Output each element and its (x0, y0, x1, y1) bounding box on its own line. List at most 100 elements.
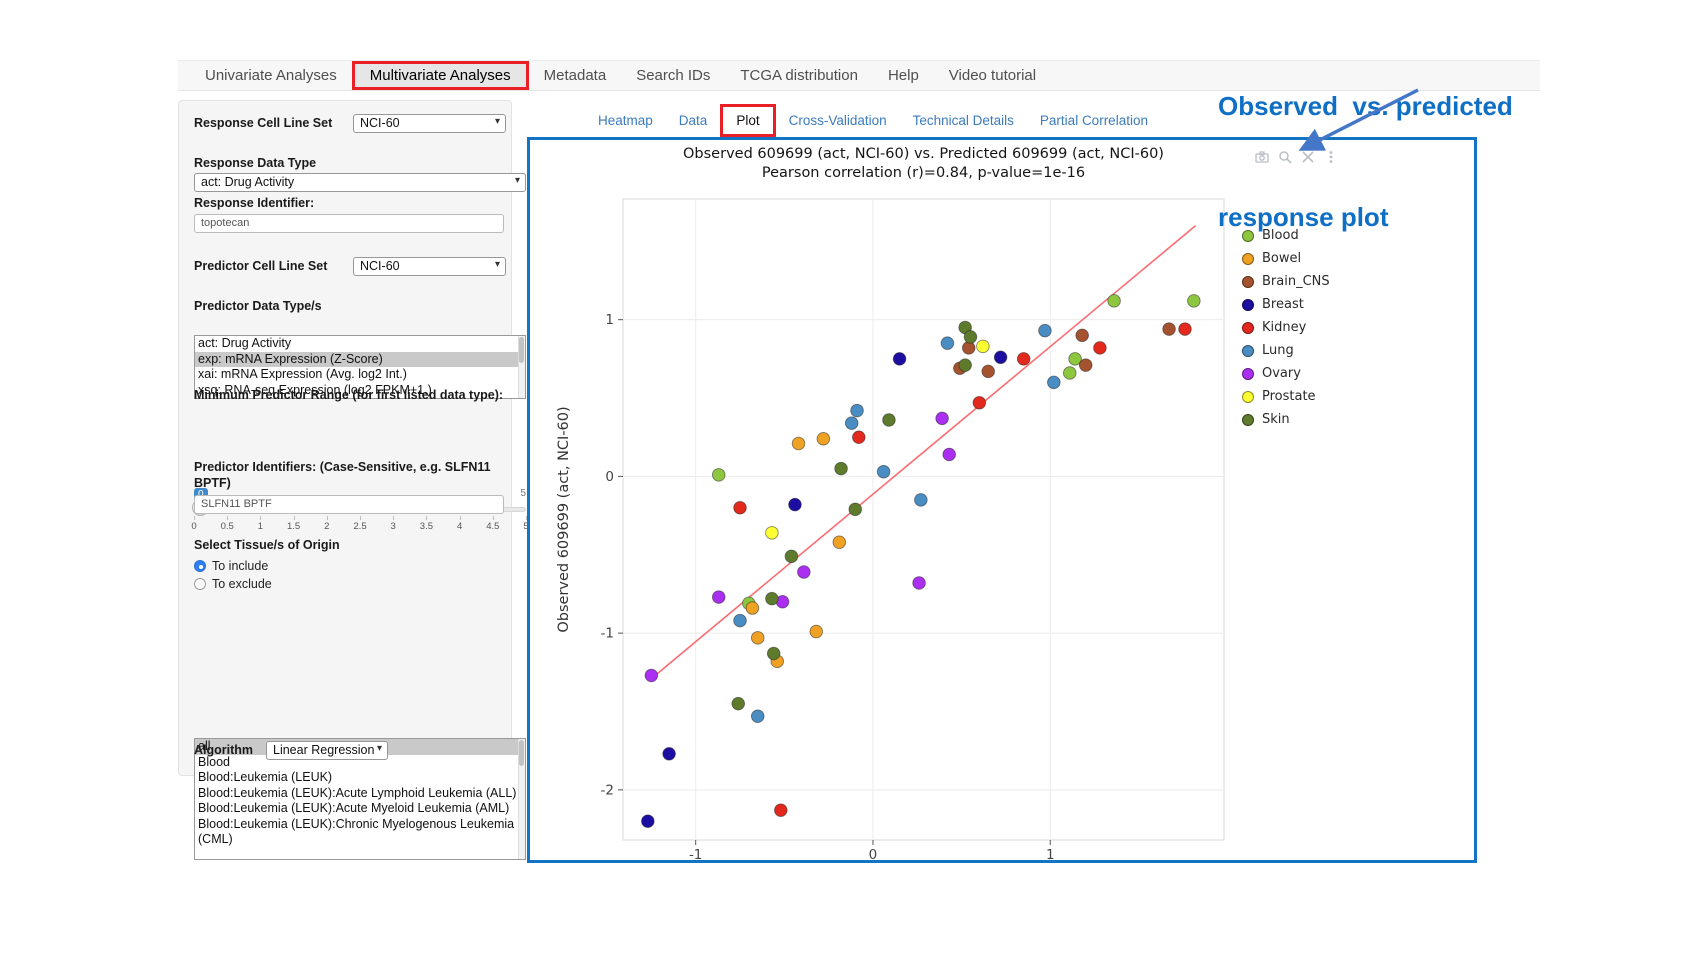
scatter-point-bowel[interactable] (832, 535, 847, 549)
legend-item-blood[interactable]: Blood (1242, 224, 1330, 247)
legend-item-ovary[interactable]: Ovary (1242, 362, 1330, 385)
scatter-point-lung[interactable] (1047, 375, 1061, 390)
list-option-blood-leukemia-leuk-chronic-myelogenous-[interactable]: Blood:Leukemia (LEUK):Chronic Myelogenou… (198, 816, 515, 847)
scatter-point-lung[interactable] (876, 464, 891, 479)
nav-item-video-tutorial[interactable]: Video tutorial (948, 67, 1037, 84)
nav-item-tcga-distribution[interactable]: TCGA distribution (740, 67, 858, 84)
algorithm-select[interactable]: Linear Regression ▾ (266, 741, 388, 760)
response-cell-line-set-select[interactable]: NCI-60 ▾ (353, 114, 506, 133)
scatter-point-ovary[interactable] (935, 411, 949, 426)
radio-to-include[interactable]: To include (194, 557, 504, 575)
scatter-point-blood[interactable] (711, 468, 726, 482)
scatter-point-skin[interactable] (766, 646, 781, 661)
scatter-point-blood[interactable] (1068, 352, 1082, 366)
scatter-point-ovary[interactable] (942, 447, 956, 462)
radio-icon[interactable] (194, 560, 206, 572)
legend-item-prostate[interactable]: Prostate (1242, 385, 1330, 408)
scatter-point-blood[interactable] (1107, 294, 1121, 308)
predictor-data-types-listbox[interactable]: act: Drug Activity exp: mRNA Expression (… (194, 335, 526, 399)
scatter-point-kidney[interactable] (733, 500, 747, 515)
scatter-point-lung[interactable] (940, 336, 955, 350)
scatter-point-blood[interactable] (1187, 294, 1201, 308)
scatter-point-ovary[interactable] (644, 668, 659, 683)
scatter-point-bowel[interactable] (745, 601, 760, 615)
list-option-exp-mrna-expression-z-score[interactable]: exp: mRNA Expression (Z-Score) (195, 351, 525, 367)
scatter-point-kidney[interactable] (1178, 322, 1192, 336)
predictor-cell-line-set-select[interactable]: NCI-60 ▾ (353, 257, 506, 276)
scatter-point-brain-cns[interactable] (961, 341, 976, 355)
legend-item-lung[interactable]: Lung (1242, 339, 1330, 362)
legend-item-brain-cns[interactable]: Brain_CNS (1242, 270, 1330, 293)
tab-cross-validation[interactable]: Cross-Validation (788, 112, 887, 128)
scatter-point-breast[interactable] (662, 747, 676, 761)
scatter-point-skin[interactable] (834, 461, 848, 476)
zoom-icon[interactable] (1278, 150, 1292, 164)
scatter-point-ovary[interactable] (797, 565, 811, 579)
tab-data[interactable]: Data (678, 112, 708, 128)
scatter-point-lung[interactable] (733, 613, 747, 628)
scatter-point-skin[interactable] (765, 591, 779, 606)
list-option-xai-mrna-expression-avg-log2-int[interactable]: xai: mRNA Expression (Avg. log2 Int.) (198, 367, 407, 381)
legend-item-kidney[interactable]: Kidney (1242, 316, 1330, 339)
scrollbar[interactable] (518, 739, 525, 859)
response-identifier-input[interactable] (194, 213, 504, 233)
scatter-point-brain-cns[interactable] (1162, 322, 1176, 336)
scatter-point-prostate[interactable] (765, 526, 779, 540)
scatter-point-lung[interactable] (750, 709, 765, 723)
scatter-point-skin[interactable] (784, 549, 799, 564)
scatter-point-skin[interactable] (958, 358, 972, 372)
response-data-type-select[interactable]: act: Drug Activity ▾ (194, 173, 526, 192)
scatter-point-kidney[interactable] (852, 430, 866, 444)
list-option-act-drug-activity[interactable]: act: Drug Activity (198, 336, 292, 350)
tab-plot[interactable]: Plot (720, 103, 776, 137)
tab-technical-details[interactable]: Technical Details (912, 112, 1014, 128)
scatter-point-kidney[interactable] (774, 803, 788, 817)
scatter-point-kidney[interactable] (972, 395, 987, 410)
radio-icon[interactable] (194, 578, 206, 590)
scatter-point-bowel[interactable] (809, 624, 823, 639)
scatter-point-ovary[interactable] (912, 576, 926, 590)
tab-partial-correlation[interactable]: Partial Correlation (1039, 112, 1148, 128)
list-option-blood[interactable]: Blood (198, 754, 230, 769)
scatter-point-breast[interactable] (993, 350, 1008, 365)
close-icon[interactable] (1301, 150, 1315, 164)
scatter-point-brain-cns[interactable] (981, 364, 995, 379)
scatter-point-skin[interactable] (731, 696, 745, 711)
scatter-point-kidney[interactable] (1093, 341, 1107, 355)
list-option-blood-leukemia-leuk-acute-myeloid-leukem[interactable]: Blood:Leukemia (LEUK):Acute Myeloid Leuk… (198, 801, 510, 815)
tab-heatmap[interactable]: Heatmap (598, 112, 653, 128)
list-option-blood-leukemia-leuk-acute-lymphoid-leuke[interactable]: Blood:Leukemia (LEUK):Acute Lymphoid Leu… (198, 785, 517, 800)
nav-item-help[interactable]: Help (887, 67, 919, 84)
scatter-point-bowel[interactable] (791, 436, 806, 451)
nav-item-metadata[interactable]: Metadata (543, 67, 607, 84)
legend-item-bowel[interactable]: Bowel (1242, 247, 1330, 270)
scatter-point-kidney[interactable] (1016, 352, 1031, 366)
list-option-blood-leukemia-leuk[interactable]: Blood:Leukemia (LEUK) (198, 770, 333, 784)
scatter-point-brain-cns[interactable] (1075, 328, 1089, 343)
scatter-point-lung[interactable] (914, 493, 928, 507)
legend-item-breast[interactable]: Breast (1242, 293, 1330, 316)
scatter-point-bowel[interactable] (750, 631, 765, 645)
more-icon[interactable] (1324, 150, 1338, 164)
legend-item-skin[interactable]: Skin (1242, 408, 1330, 431)
scatter-point-lung[interactable] (850, 403, 864, 418)
nav-item-search-ids[interactable]: Search IDs (636, 67, 711, 84)
radio-to-exclude[interactable]: To exclude (194, 575, 504, 593)
scatter-point-prostate[interactable] (976, 339, 990, 354)
list-option-xsq-rna-seq-expression-log2-fpkm-1[interactable]: xsq: RNA-seq Expression (log2 FPKM+1.) (198, 382, 432, 397)
scatter-point-skin[interactable] (882, 413, 896, 427)
scatter-point-ovary[interactable] (711, 590, 726, 604)
scrollbar[interactable] (518, 336, 525, 398)
scatter-point-bowel[interactable] (816, 432, 831, 446)
scatter-point-skin[interactable] (848, 502, 862, 517)
scatter-point-skin[interactable] (963, 330, 978, 344)
predictor-identifiers-input[interactable] (194, 494, 504, 514)
scatter-point-brain-cns[interactable] (1078, 358, 1093, 372)
nav-item-univariate-analyses[interactable]: Univariate Analyses (205, 67, 337, 84)
scatter-point-breast[interactable] (788, 497, 802, 512)
scatter-point-lung[interactable] (844, 416, 859, 430)
scatter-point-breast[interactable] (641, 814, 655, 828)
scatter-point-blood[interactable] (1063, 366, 1077, 380)
scatter-point-lung[interactable] (1038, 323, 1052, 338)
nav-item-multivariate-analyses[interactable]: Multivariate Analyses (351, 61, 529, 90)
